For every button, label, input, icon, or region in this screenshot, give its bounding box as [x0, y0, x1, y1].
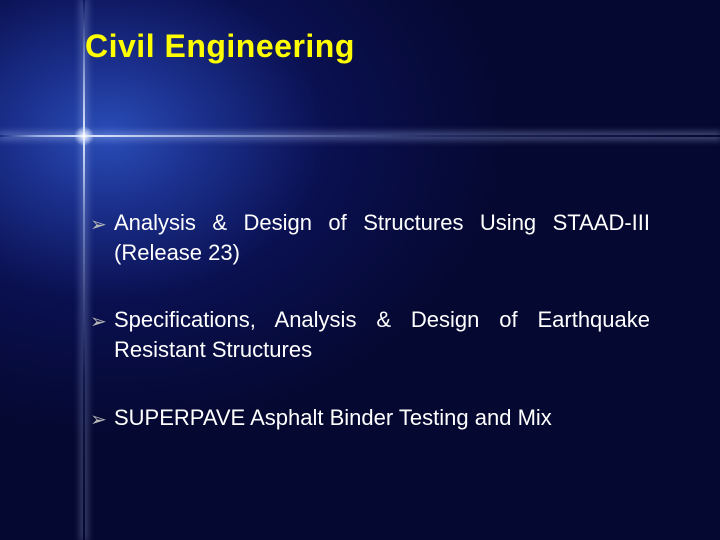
bullet-item: ➢ Specifications, Analysis & Design of E… [90, 305, 650, 364]
bullet-item: ➢ Analysis & Design of Structures Using … [90, 208, 650, 267]
lens-flare-core [74, 126, 94, 146]
slide-title: Civil Engineering [85, 28, 355, 65]
bullet-item: ➢ SUPERPAVE Asphalt Binder Testing and M… [90, 403, 650, 433]
bullet-text: Analysis & Design of Structures Using ST… [114, 210, 650, 265]
chevron-right-icon: ➢ [90, 212, 107, 239]
lens-flare-horizontal [0, 135, 720, 137]
bullet-text: Specifications, Analysis & Design of Ear… [114, 307, 650, 362]
lens-flare-vertical [83, 0, 85, 540]
chevron-right-icon: ➢ [90, 407, 107, 434]
slide-body: ➢ Analysis & Design of Structures Using … [90, 208, 650, 470]
chevron-right-icon: ➢ [90, 309, 107, 336]
bullet-text: SUPERPAVE Asphalt Binder Testing and Mix [114, 405, 552, 430]
